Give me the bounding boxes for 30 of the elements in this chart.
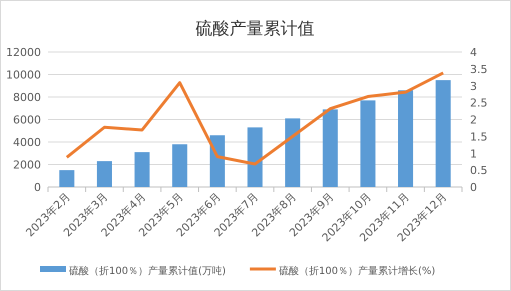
bar (247, 127, 263, 187)
bar (436, 80, 451, 187)
bar (398, 90, 414, 187)
bar (96, 161, 112, 187)
y2-tick-label: 3 (470, 80, 477, 93)
bar (210, 135, 225, 187)
bar (134, 152, 150, 187)
bar (322, 109, 338, 187)
legend-label: 硫酸（折100％）产量累计增长(%) (278, 265, 436, 277)
bar (59, 170, 74, 187)
y2-tick-label: 2 (470, 114, 477, 126)
y2-tick-label: 2.5 (470, 96, 488, 110)
y2-tick-label: 0.5 (470, 164, 488, 178)
y-tick-label: 2000 (13, 158, 41, 172)
chart-title: 硫酸产量累计值 (196, 19, 314, 39)
y2-tick-label: 0 (470, 181, 477, 194)
y-tick-label: 12000 (6, 46, 41, 59)
y2-tick-label: 4 (470, 46, 477, 59)
y2-tick-label: 3.5 (470, 62, 488, 76)
y-tick-label: 8000 (13, 91, 41, 104)
y2-tick-label: 1.5 (470, 130, 488, 144)
bar (360, 100, 376, 187)
y-tick-label: 0 (34, 181, 41, 194)
y-tick-label: 10000 (6, 68, 41, 82)
y-tick-label: 6000 (13, 114, 41, 126)
bar (285, 118, 300, 187)
legend-label: 硫酸（折100％）产量累计值(万吨) (69, 265, 226, 277)
bar (172, 144, 188, 187)
y2-tick-label: 1 (470, 147, 477, 160)
y-tick-label: 4000 (13, 136, 41, 149)
